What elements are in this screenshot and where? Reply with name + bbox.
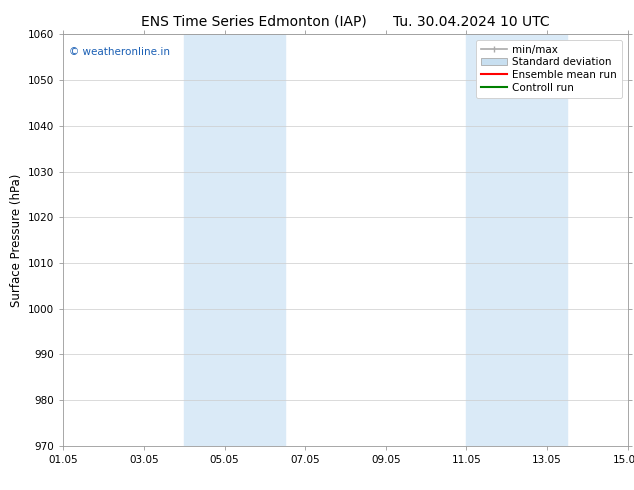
Bar xyxy=(184,34,285,446)
Y-axis label: Surface Pressure (hPa): Surface Pressure (hPa) xyxy=(10,173,23,307)
Title: ENS Time Series Edmonton (IAP)      Tu. 30.04.2024 10 UTC: ENS Time Series Edmonton (IAP) Tu. 30.04… xyxy=(141,15,550,29)
Bar xyxy=(467,34,567,446)
Text: © weatheronline.in: © weatheronline.in xyxy=(69,47,170,57)
Legend: min/max, Standard deviation, Ensemble mean run, Controll run: min/max, Standard deviation, Ensemble me… xyxy=(476,40,623,98)
